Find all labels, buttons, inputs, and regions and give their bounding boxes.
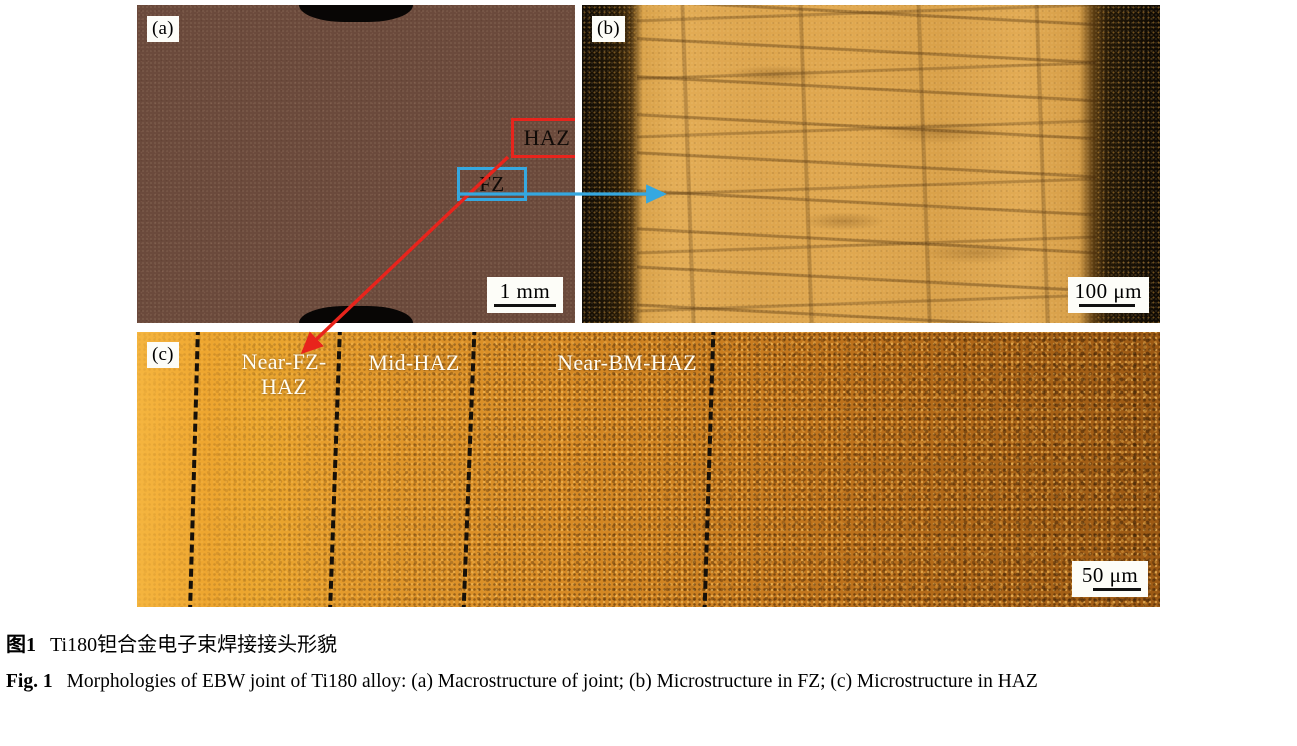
panel-b-texture: [582, 5, 1160, 323]
zone-label-near-fz-haz-line1: Near-FZ-: [241, 349, 327, 374]
zone-label-near-fz-haz: Near-FZ- HAZ: [219, 349, 349, 399]
panel-a-scale-bar: 1 mm: [487, 276, 563, 313]
caption-chinese-tag: 图1: [6, 634, 36, 656]
panel-b-fz-microstructure: (b) 100 μm: [582, 5, 1160, 323]
figure-caption: 图1 Ti180钽合金电子束焊接接头形貌 Fig. 1 Morphologies o…: [0, 620, 1297, 697]
caption-english-tag: Fig. 1: [6, 671, 53, 692]
panel-a-weld-crown-top: [299, 5, 413, 22]
panel-a-scale-bar-text: 1 mm: [499, 278, 551, 303]
panel-a-texture: [137, 5, 575, 323]
panel-c-label: (c): [147, 342, 179, 368]
panel-c-scale-bar: 50 μm: [1072, 560, 1148, 597]
panel-b-scale-bar-rule: [1078, 304, 1135, 307]
figure-image-group: (a) HAZ FZ BM 1 mm (b) 100 μm: [137, 5, 1160, 607]
panel-a-macrostructure: (a) HAZ FZ BM 1 mm: [137, 5, 575, 323]
panel-c-scale-bar-text: 50 μm: [1081, 562, 1139, 587]
caption-english-text: Morphologies of EBW joint of Ti180 alloy…: [66, 671, 1038, 692]
zone-label-near-fz-haz-line2: HAZ: [260, 373, 308, 399]
fz-annotation-box: FZ: [457, 167, 527, 201]
panel-b-scale-bar-text: 100 μm: [1074, 278, 1142, 303]
panel-b-micrograph: [582, 5, 1160, 323]
zone-label-mid-haz: Mid-HAZ: [368, 350, 460, 375]
panel-c-scale-bar-rule: [1093, 588, 1141, 591]
panel-a-scale-bar-rule: [494, 304, 556, 307]
haz-label: HAZ: [523, 125, 571, 150]
panel-b-dark-band-left: [582, 5, 637, 323]
panel-b-label: (b): [592, 16, 625, 42]
haz-annotation-box: HAZ: [511, 118, 575, 158]
caption-chinese: 图1 Ti180钽合金电子束焊接接头形貌: [6, 628, 1291, 657]
caption-chinese-text: Ti180钽合金电子束焊接接头形貌: [50, 634, 338, 656]
panel-a-label: (a): [147, 16, 179, 42]
panel-b-scale-bar: 100 μm: [1067, 276, 1149, 313]
panel-b-dark-band-right: [1096, 5, 1160, 323]
caption-english: Fig. 1 Morphologies of EBW joint of Ti180…: [6, 667, 1291, 697]
fz-label: FZ: [479, 171, 505, 196]
zone-label-near-bm-haz: Near-BM-HAZ: [557, 350, 697, 375]
panel-c-texture-coarse: [137, 332, 1160, 607]
panel-b-grain-structure: [636, 5, 1097, 323]
panel-c-haz-microstructure: (c) Near-FZ- HAZ Mid-HAZ Near-BM-HAZ 50 …: [137, 332, 1160, 607]
